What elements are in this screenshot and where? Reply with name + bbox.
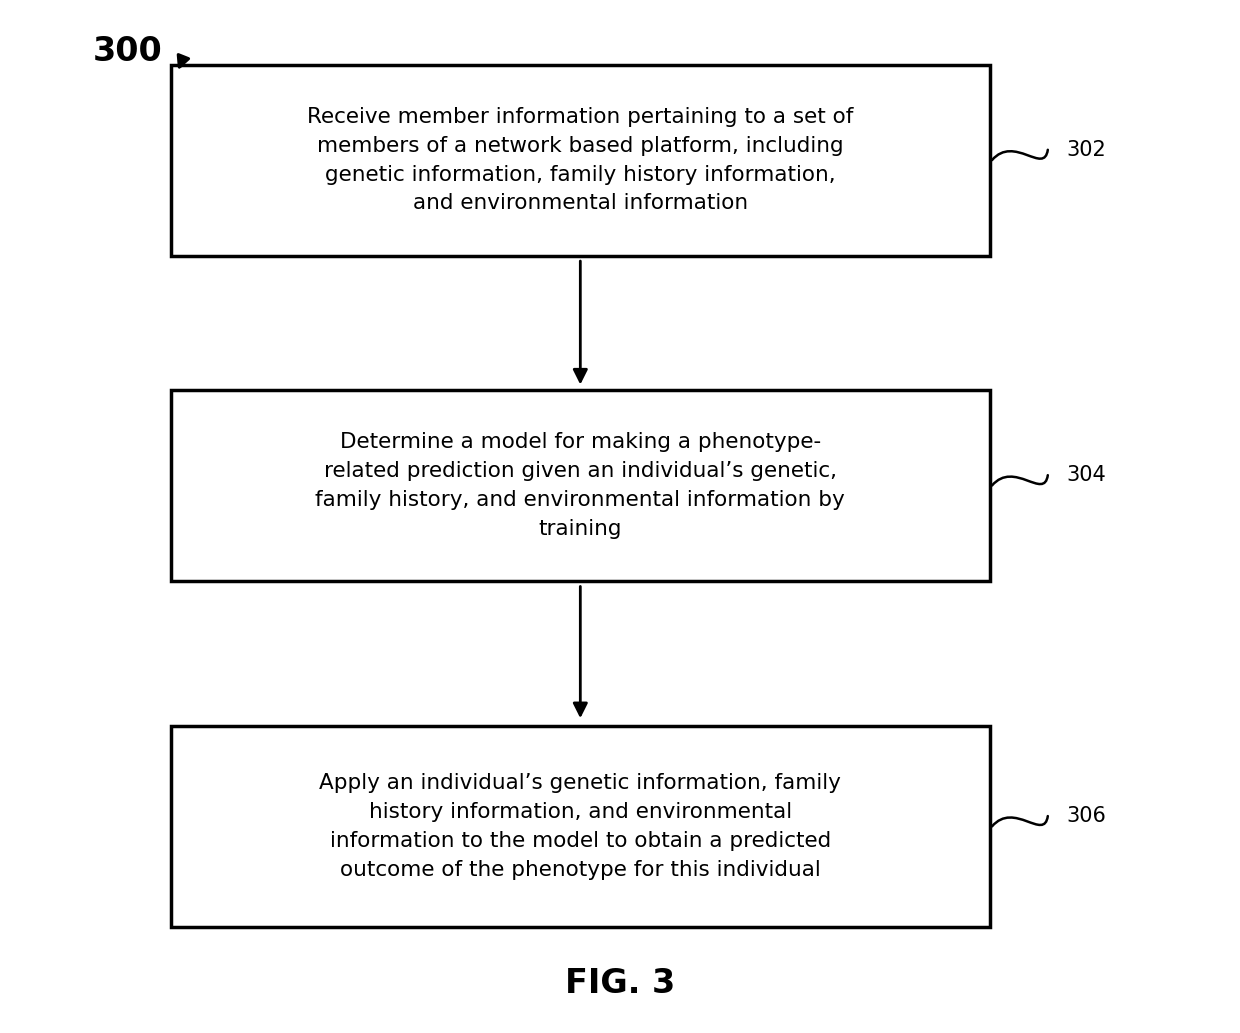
Text: 302: 302 bbox=[1066, 139, 1106, 160]
Text: 304: 304 bbox=[1066, 465, 1106, 486]
Text: 306: 306 bbox=[1066, 806, 1106, 826]
FancyBboxPatch shape bbox=[171, 725, 990, 928]
FancyBboxPatch shape bbox=[171, 389, 990, 581]
Text: 300: 300 bbox=[93, 35, 162, 68]
Text: Receive member information pertaining to a set of
members of a network based pla: Receive member information pertaining to… bbox=[308, 106, 853, 214]
FancyBboxPatch shape bbox=[171, 64, 990, 255]
Text: Determine a model for making a phenotype-
related prediction given an individual: Determine a model for making a phenotype… bbox=[315, 432, 846, 539]
Text: FIG. 3: FIG. 3 bbox=[565, 967, 675, 1000]
Text: Apply an individual’s genetic information, family
history information, and envir: Apply an individual’s genetic informatio… bbox=[320, 773, 841, 880]
